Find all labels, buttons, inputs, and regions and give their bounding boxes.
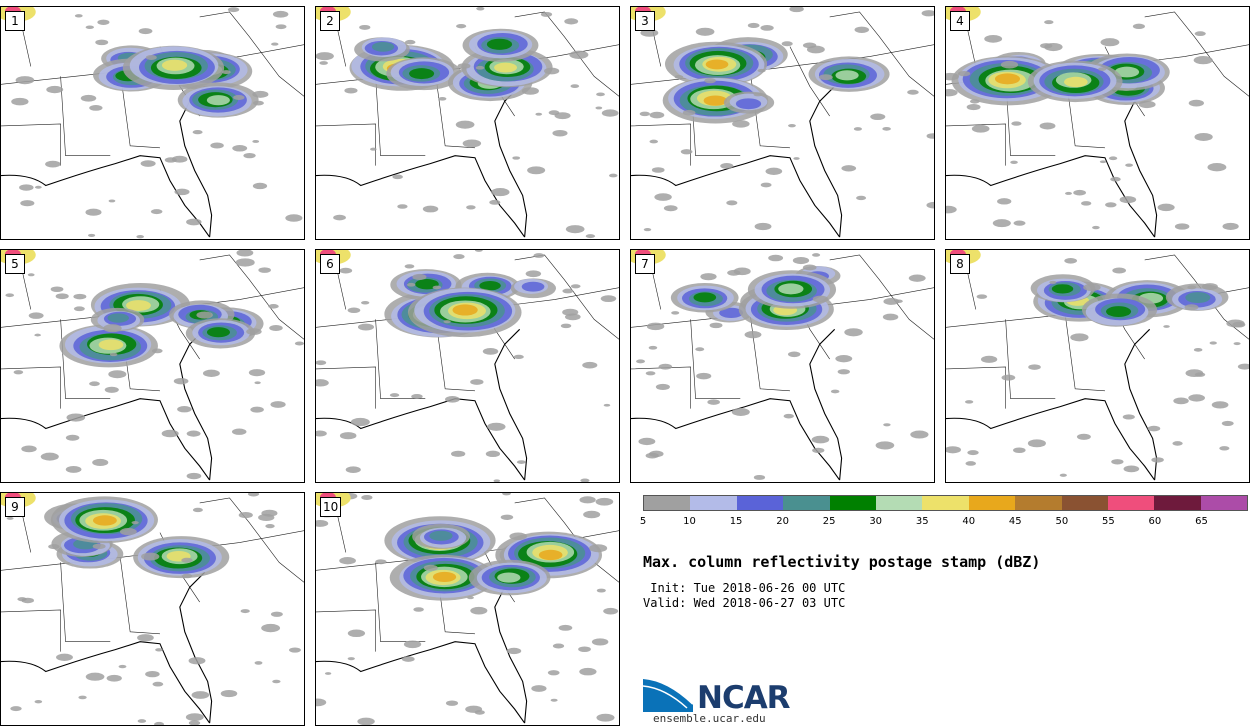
member-panel: 6 [315,249,620,483]
map-canvas [316,7,619,239]
colorbar-tick-label: 5 [639,516,647,527]
ensemble-url: ensemble.ucar.edu [653,712,766,725]
colorbar-segment [1200,496,1248,510]
colorbar-segment [875,496,923,510]
map-canvas [631,250,934,481]
map-canvas [946,7,1249,238]
map-canvas [1,7,304,239]
plot-title: Max. column reflectivity postage stamp (… [643,553,1041,571]
colorbar-tick-label: 40 [962,516,976,527]
member-number-label: 5 [5,254,25,274]
map-canvas [946,250,1249,481]
colorbar-segment [1061,496,1108,510]
colorbar-tick-label: 50 [1055,516,1069,527]
map-canvas [1,250,304,481]
member-panel: 4 [945,6,1250,240]
member-number-label: 3 [635,11,655,31]
member-panel: 1 [0,6,305,240]
valid-time: Valid: Wed 2018-06-27 03 UTC [643,596,846,610]
colorbar-tick-label: 25 [822,516,836,527]
colorbar-segment [690,496,737,510]
colorbar-segment [1154,496,1201,510]
reflectivity-colorbar [643,495,1248,511]
ncar-logo-text: NCAR [697,680,791,716]
member-panel: 7 [630,249,935,483]
colorbar-segment [783,496,830,510]
member-number-label: 6 [320,254,340,274]
member-number-label: 1 [5,11,25,31]
member-number-label: 4 [950,11,970,31]
map-canvas [631,7,934,238]
colorbar-segment [1107,496,1155,510]
colorbar-tick-label: 55 [1102,516,1115,527]
member-number-label: 2 [320,11,340,31]
member-number-label: 8 [950,254,970,274]
colorbar-tick-label: 60 [1148,516,1162,527]
member-number-label: 9 [5,497,25,517]
colorbar-ticks: 5 10 15 20 25 30 35 40 45 50 55 60 65 [639,516,1248,530]
member-panel: 5 [0,249,305,483]
colorbar-tick-label: 10 [683,516,696,527]
colorbar-tick-label: 65 [1195,516,1208,527]
member-panel: 9 [0,492,305,726]
colorbar-tick-label: 35 [915,516,929,527]
member-panel: 2 [315,6,620,240]
map-canvas [1,493,304,725]
colorbar-segment [968,496,1016,510]
colorbar-tick-label: 20 [776,516,789,527]
colorbar-tick-label: 45 [1008,516,1022,527]
map-canvas [316,493,619,725]
member-panel: 8 [945,249,1250,483]
colorbar-segment [644,496,691,510]
init-time: Init: Tue 2018-06-26 00 UTC [643,581,846,595]
map-canvas [316,250,619,482]
colorbar-tick-label: 15 [729,516,743,527]
member-panel: 3 [630,6,935,240]
colorbar-segment [1015,496,1062,510]
member-panel: 10 [315,492,620,726]
member-number-label: 10 [320,497,342,517]
ncar-logo-icon [643,677,693,712]
member-number-label: 7 [635,254,655,274]
colorbar-segment [829,496,876,510]
colorbar-tick-label: 30 [869,516,883,527]
colorbar-segment [736,496,784,510]
colorbar-segment [922,496,969,510]
